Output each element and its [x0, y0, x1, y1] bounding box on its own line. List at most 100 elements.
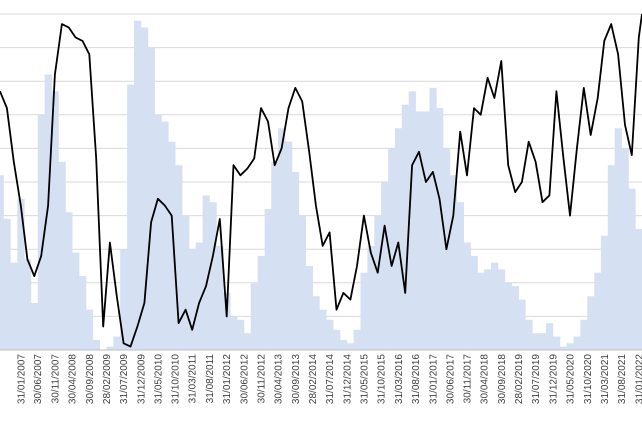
bar [484, 269, 492, 350]
x-tick-label: 31/07/2014 [325, 354, 336, 404]
bar [168, 141, 176, 350]
x-tick-label: 31/10/2015 [377, 354, 388, 404]
bar [346, 343, 355, 350]
x-tick-label: 31/07/2019 [531, 354, 542, 404]
x-tick-label: 31/12/2019 [548, 354, 559, 404]
bar [312, 296, 320, 350]
bar [367, 245, 375, 350]
bar [638, 255, 642, 350]
x-tick-label: 31/10/2010 [171, 354, 182, 404]
bar [195, 242, 203, 350]
bar [339, 339, 348, 350]
bar-series [0, 20, 642, 351]
bar [532, 333, 540, 350]
bar [394, 128, 403, 350]
x-tick-label: 31/03/2016 [394, 354, 405, 404]
x-tick-label: 31/05/2010 [153, 354, 164, 404]
bar [573, 336, 581, 350]
bar [463, 242, 471, 350]
bar [333, 329, 341, 350]
bar [154, 114, 162, 350]
bar [188, 249, 197, 350]
bar [477, 272, 485, 350]
bar [580, 319, 588, 350]
bar [326, 319, 334, 350]
bar [388, 148, 396, 350]
bar [305, 266, 314, 350]
bar [147, 47, 155, 350]
bar [182, 215, 190, 350]
bar [230, 316, 238, 350]
bar [319, 309, 327, 350]
bar [518, 299, 526, 350]
bar [271, 161, 279, 350]
bar [525, 319, 533, 350]
bar [17, 198, 25, 350]
bar [436, 108, 444, 350]
bar [106, 346, 114, 350]
bar [10, 262, 18, 350]
bar [65, 212, 73, 350]
bar [113, 336, 121, 350]
bar [58, 161, 66, 350]
bar [291, 171, 300, 350]
bar [223, 292, 231, 350]
bar [600, 235, 609, 350]
bar [408, 91, 416, 350]
x-tick-label: 31/03/2021 [600, 354, 611, 404]
bar [298, 215, 307, 350]
bar [628, 188, 636, 350]
x-tick-label: 30/04/2013 [274, 354, 285, 404]
bar [449, 175, 458, 350]
x-tick-label: 31/01/2022 [634, 354, 642, 404]
bar [209, 202, 217, 350]
bar [51, 91, 59, 350]
bar [140, 27, 149, 350]
bar [539, 333, 547, 350]
bar [216, 245, 224, 350]
bar [278, 128, 286, 350]
bar [614, 128, 622, 350]
bar [545, 323, 554, 350]
series-line [0, 13, 642, 348]
bar [92, 339, 101, 350]
x-tick-label: 31/03/2011 [188, 354, 199, 404]
bar [559, 346, 567, 350]
x-tick-label: 30/09/2013 [291, 354, 302, 404]
bar [422, 111, 430, 350]
x-tick-label: 31/05/2020 [566, 354, 577, 404]
x-tick-label: 31/08/2011 [205, 354, 216, 404]
bar [566, 343, 574, 350]
bar [587, 296, 595, 350]
x-tick-label: 30/04/2008 [68, 354, 79, 404]
bar [85, 309, 94, 350]
x-tick-label: 28/02/2009 [102, 354, 113, 404]
x-tick-label: 30/06/2017 [445, 354, 456, 404]
bar [243, 333, 252, 350]
bar [285, 141, 293, 350]
x-tick-label: 30/09/2018 [497, 354, 508, 404]
x-tick-label: 31/01/2007 [16, 354, 27, 404]
bar [497, 269, 506, 350]
x-tick-label: 31/01/2012 [222, 354, 233, 404]
x-tick-label: 31/05/2015 [359, 354, 370, 404]
bar [594, 272, 602, 350]
bar [257, 255, 265, 350]
bar [250, 282, 258, 350]
bar [607, 165, 616, 350]
line-series [0, 13, 642, 348]
x-tick-label: 31/01/2017 [428, 354, 439, 404]
bar [429, 87, 437, 351]
x-tick-label: 30/09/2008 [85, 354, 96, 404]
x-axis-tick-labels: 31/01/2007 30/06/2007 30/11/2007 30/04/2008… [16, 354, 642, 404]
x-tick-label: 31/12/2009 [136, 354, 147, 404]
bar [161, 121, 169, 351]
bar [504, 282, 513, 350]
bar [3, 218, 11, 350]
bar [621, 148, 629, 350]
bar [470, 255, 478, 350]
x-tick-label: 30/06/2007 [33, 354, 44, 404]
x-tick-label: 31/08/2016 [411, 354, 422, 404]
x-tick-label: 30/06/2012 [239, 354, 250, 404]
x-tick-label: 30/04/2018 [480, 354, 491, 404]
